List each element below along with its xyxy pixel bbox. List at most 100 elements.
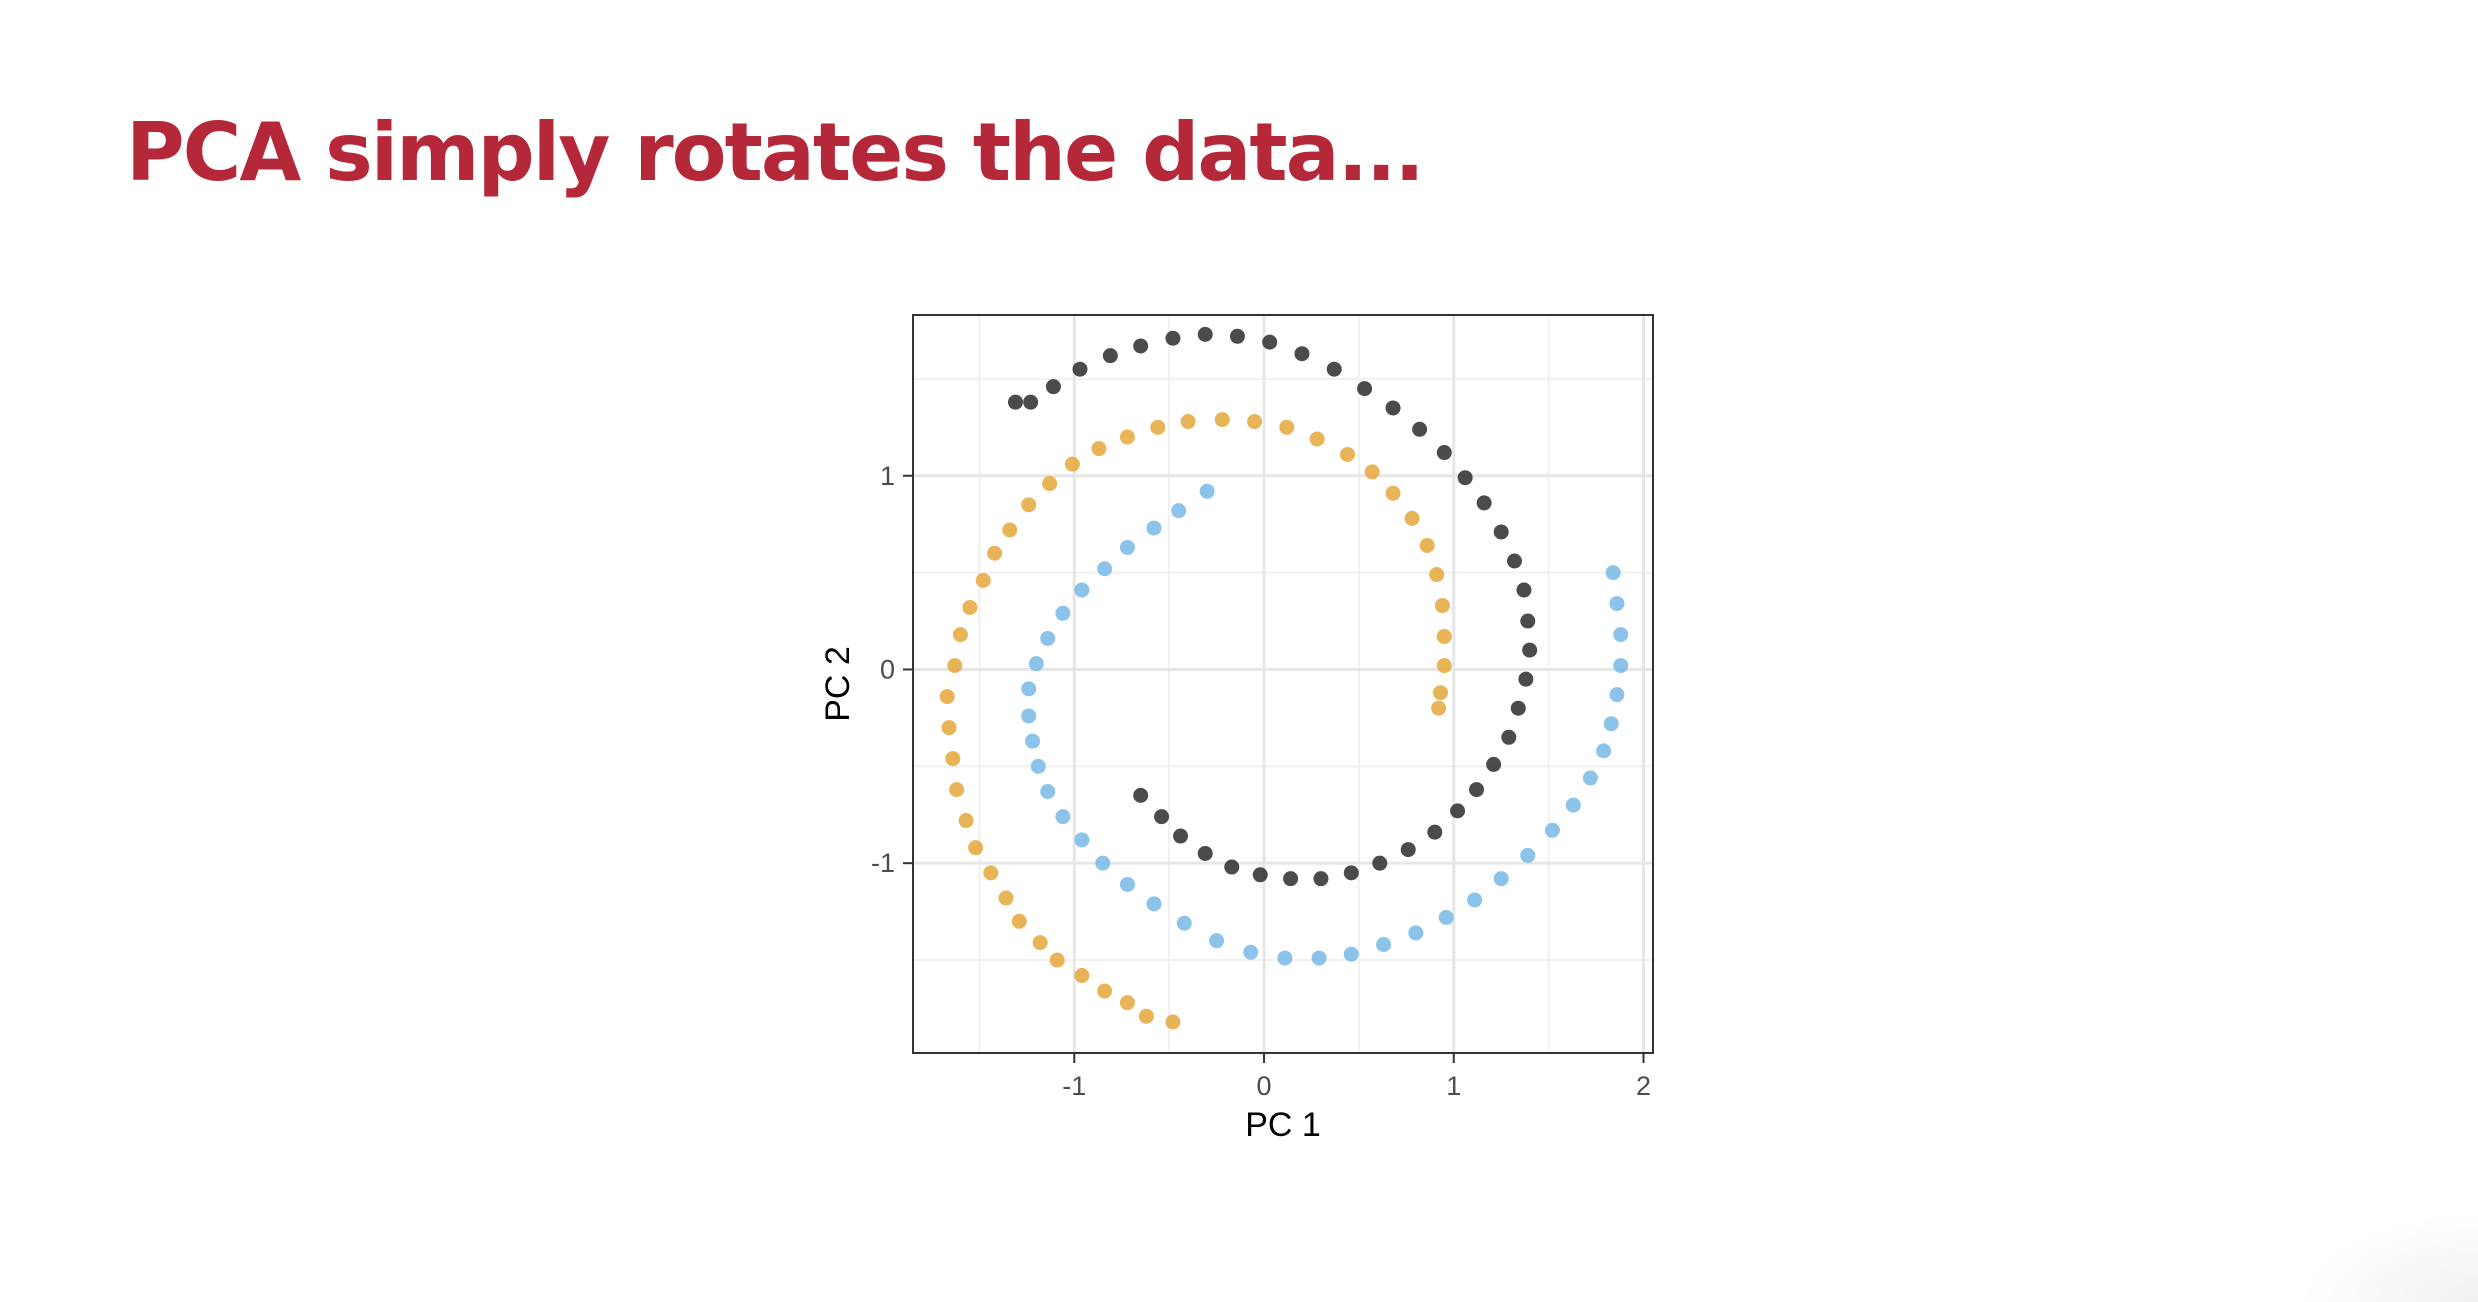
data-point xyxy=(1450,803,1466,819)
y-tick-label: 0 xyxy=(880,654,895,684)
y-axis-label: PC 2 xyxy=(819,646,857,722)
data-point xyxy=(998,890,1014,906)
plot-border xyxy=(912,314,1654,1054)
data-point xyxy=(1343,865,1359,881)
data-point xyxy=(1294,346,1310,362)
x-axis-ticks: -1 0 1 2 xyxy=(1062,1053,1651,1101)
data-point xyxy=(1097,983,1113,999)
data-point xyxy=(1357,381,1373,397)
x-tick-label: 0 xyxy=(1257,1071,1272,1101)
data-point xyxy=(1613,627,1629,643)
data-point xyxy=(1064,456,1080,472)
data-point xyxy=(1469,782,1485,798)
data-point xyxy=(1095,855,1111,871)
data-point xyxy=(1021,681,1037,697)
data-point xyxy=(1040,630,1056,646)
data-point xyxy=(1493,871,1509,887)
data-point xyxy=(1030,758,1046,774)
data-point xyxy=(1023,394,1039,410)
data-point xyxy=(1457,470,1473,486)
series-3 xyxy=(1007,326,1538,887)
data-point xyxy=(1072,361,1088,377)
data-point xyxy=(1520,613,1536,629)
data-point xyxy=(1493,524,1509,540)
data-point xyxy=(958,813,974,829)
x-tick-label: 2 xyxy=(1636,1071,1651,1101)
y-tick-label: 1 xyxy=(880,461,895,491)
data-point xyxy=(1021,708,1037,724)
data-point xyxy=(1408,925,1424,941)
data-point xyxy=(1326,361,1342,377)
data-point xyxy=(945,751,961,767)
data-point xyxy=(1021,497,1037,513)
data-point xyxy=(1133,787,1149,803)
data-point xyxy=(1613,658,1629,674)
data-point xyxy=(1209,933,1225,949)
x-tick-label: -1 xyxy=(1062,1071,1086,1101)
data-point xyxy=(1434,598,1450,614)
data-point xyxy=(1173,828,1189,844)
x-tick-label: 1 xyxy=(1446,1071,1461,1101)
data-point xyxy=(1431,700,1447,716)
data-point xyxy=(1119,429,1135,445)
data-point xyxy=(1074,968,1090,984)
data-point xyxy=(1002,522,1018,538)
data-point xyxy=(1074,582,1090,598)
data-point xyxy=(1243,944,1259,960)
data-point xyxy=(962,599,978,615)
data-point xyxy=(1138,1008,1154,1024)
series-1 xyxy=(939,412,1452,1030)
data-point xyxy=(1412,421,1428,437)
series-2 xyxy=(1021,483,1629,966)
data-point xyxy=(1007,394,1023,410)
data-point xyxy=(1165,330,1181,346)
data-point xyxy=(1376,937,1392,953)
data-point xyxy=(1180,414,1196,430)
data-point xyxy=(1277,950,1293,966)
x-axis-label: PC 1 xyxy=(1245,1106,1321,1144)
data-point xyxy=(1436,658,1452,674)
grid-major xyxy=(913,315,1653,1053)
data-point xyxy=(1133,338,1149,354)
data-point xyxy=(1146,520,1162,536)
data-point xyxy=(1091,441,1107,457)
data-point xyxy=(1224,859,1240,875)
data-point xyxy=(1119,876,1135,892)
data-point xyxy=(949,782,965,798)
data-point xyxy=(1032,935,1048,951)
data-point xyxy=(1313,871,1329,887)
y-axis-ticks: -1 0 1 xyxy=(871,461,913,878)
data-point xyxy=(968,840,984,856)
data-points xyxy=(939,326,1629,1030)
y-tick-label: -1 xyxy=(871,848,895,878)
data-point xyxy=(1176,915,1192,931)
data-point xyxy=(1565,797,1581,813)
data-point xyxy=(1385,400,1401,416)
slide-title: PCA simply rotates the data... xyxy=(126,106,1425,199)
data-point xyxy=(1214,412,1230,428)
data-point xyxy=(975,572,991,588)
data-point xyxy=(1279,419,1295,435)
data-point xyxy=(1404,510,1420,526)
data-point xyxy=(1146,896,1162,912)
data-point xyxy=(1436,445,1452,461)
data-point xyxy=(1582,770,1598,786)
data-point xyxy=(1596,743,1612,759)
data-point xyxy=(1603,716,1619,732)
data-point xyxy=(1544,822,1560,838)
data-point xyxy=(1119,539,1135,555)
data-point xyxy=(1229,328,1245,344)
data-point xyxy=(1340,446,1356,462)
data-point xyxy=(1609,596,1625,612)
data-point xyxy=(947,658,963,674)
data-point xyxy=(1028,656,1044,672)
data-point xyxy=(1372,855,1388,871)
data-point xyxy=(1197,845,1213,861)
data-point xyxy=(939,689,955,705)
data-point xyxy=(1436,629,1452,645)
data-point xyxy=(1309,431,1325,447)
data-point xyxy=(1432,685,1448,701)
data-point xyxy=(1476,495,1492,511)
